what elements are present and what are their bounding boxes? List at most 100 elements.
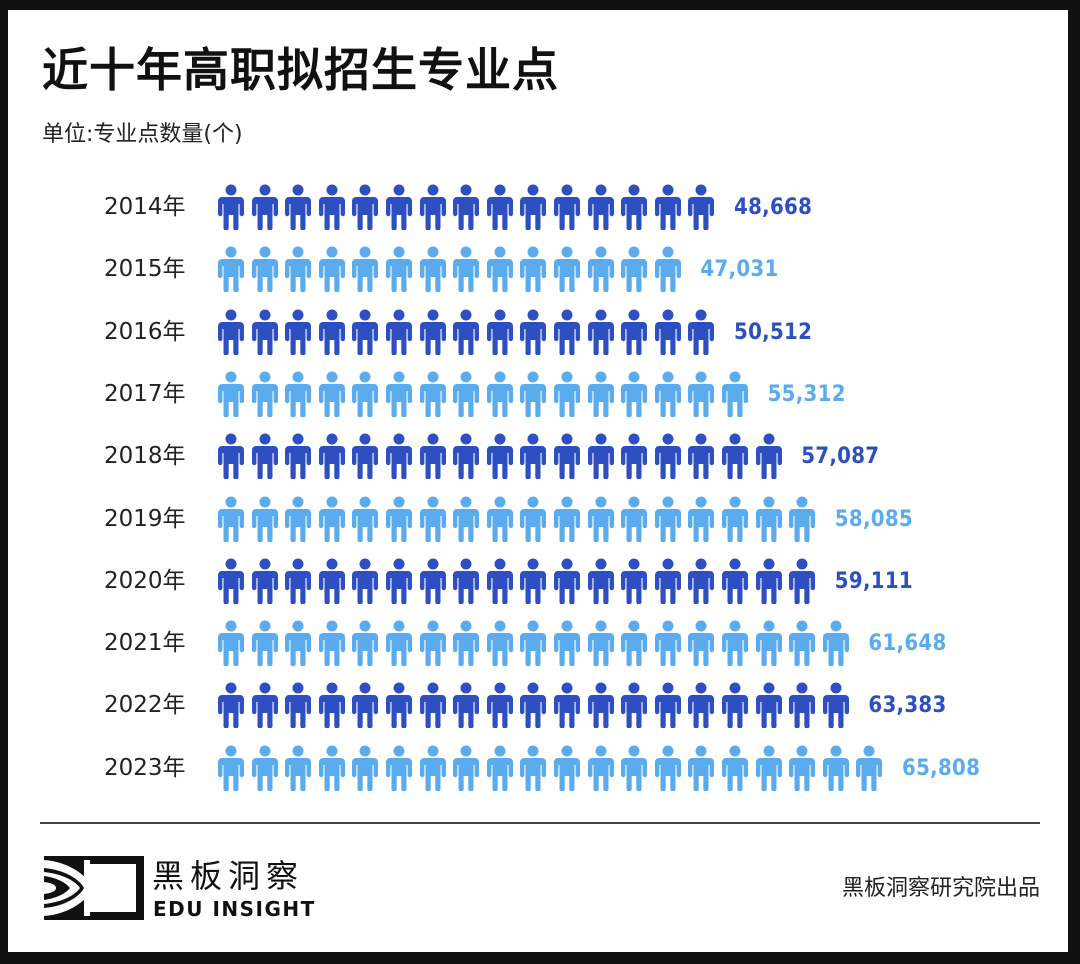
person-icon bbox=[385, 184, 412, 230]
person-icon bbox=[721, 433, 748, 480]
person-icon bbox=[755, 558, 782, 604]
person-icon bbox=[486, 682, 513, 729]
person-icon bbox=[419, 745, 446, 791]
year-label: 2022年 bbox=[104, 692, 186, 719]
person-icon bbox=[721, 620, 748, 667]
person-icon bbox=[218, 682, 244, 729]
year-label: 2016年 bbox=[104, 318, 186, 345]
person-icon bbox=[486, 433, 513, 480]
person-icon bbox=[318, 620, 345, 667]
person-icon bbox=[285, 246, 312, 293]
person-icon bbox=[419, 558, 446, 604]
person-icon bbox=[587, 620, 614, 667]
person-icon-group bbox=[218, 246, 688, 293]
person-icon-group bbox=[218, 184, 722, 230]
person-icon-group bbox=[218, 558, 823, 604]
person-icon bbox=[553, 558, 580, 604]
person-icon bbox=[520, 745, 547, 791]
person-icon bbox=[251, 558, 278, 604]
person-icon bbox=[251, 433, 278, 480]
person-icon bbox=[385, 309, 412, 355]
person-icon bbox=[318, 184, 345, 230]
chart-row: 2019年 58,085 bbox=[8, 496, 1068, 546]
person-icon bbox=[654, 371, 681, 417]
person-icon bbox=[285, 745, 312, 791]
person-icon bbox=[251, 745, 278, 791]
person-icon bbox=[587, 246, 614, 293]
person-icon bbox=[688, 745, 715, 791]
person-icon bbox=[218, 371, 244, 417]
person-icon bbox=[520, 496, 547, 542]
person-icon bbox=[419, 371, 446, 417]
person-icon bbox=[318, 496, 345, 542]
person-icon bbox=[822, 682, 849, 729]
chart-row: 2021年 61,648 bbox=[8, 620, 1068, 670]
person-icon bbox=[621, 184, 648, 230]
person-icon bbox=[553, 682, 580, 729]
person-icon bbox=[789, 558, 816, 604]
person-icon bbox=[285, 309, 312, 355]
person-icon bbox=[755, 620, 782, 667]
person-icon bbox=[251, 620, 278, 667]
unit-label: 单位:专业点数量(个) bbox=[42, 122, 243, 147]
person-icon bbox=[587, 433, 614, 480]
person-icon bbox=[789, 496, 816, 542]
person-icon-group bbox=[218, 620, 856, 667]
person-icon bbox=[453, 184, 480, 230]
person-icon bbox=[587, 558, 614, 604]
person-icon bbox=[553, 371, 580, 417]
person-icon bbox=[453, 433, 480, 480]
person-icon bbox=[419, 246, 446, 293]
person-icon bbox=[755, 433, 782, 480]
person-icon bbox=[553, 496, 580, 542]
value-label: 47,031 bbox=[700, 257, 779, 283]
year-label: 2020年 bbox=[104, 567, 186, 594]
credit-text: 黑板洞察研究院出品 bbox=[841, 876, 1040, 901]
person-icon bbox=[218, 246, 244, 293]
person-icon bbox=[688, 620, 715, 667]
person-icon bbox=[318, 682, 345, 729]
person-icon bbox=[352, 558, 379, 604]
person-icon bbox=[553, 309, 580, 355]
person-icon bbox=[285, 184, 312, 230]
person-icon bbox=[352, 745, 379, 791]
person-icon-group bbox=[218, 309, 722, 355]
person-icon bbox=[553, 745, 580, 791]
person-icon bbox=[654, 745, 681, 791]
chart-row: 2023年 65,808 bbox=[8, 745, 1068, 795]
person-icon bbox=[486, 309, 513, 355]
person-icon bbox=[486, 184, 513, 230]
person-icon bbox=[654, 620, 681, 667]
person-icon bbox=[755, 682, 782, 729]
person-icon bbox=[486, 371, 513, 417]
value-label: 63,383 bbox=[868, 693, 947, 719]
person-icon bbox=[822, 620, 849, 667]
person-icon bbox=[789, 620, 816, 667]
person-icon bbox=[721, 745, 748, 791]
person-icon bbox=[251, 309, 278, 355]
person-icon bbox=[285, 558, 312, 604]
person-icon bbox=[453, 246, 480, 293]
person-icon bbox=[621, 496, 648, 542]
person-icon bbox=[587, 496, 614, 542]
person-icon bbox=[621, 745, 648, 791]
chart-row: 2014年 48,668 bbox=[8, 184, 1068, 234]
person-icon bbox=[453, 745, 480, 791]
person-icon bbox=[486, 745, 513, 791]
chart-row: 2017年 55,312 bbox=[8, 371, 1068, 421]
person-icon bbox=[218, 745, 244, 791]
person-icon bbox=[688, 496, 715, 542]
person-icon bbox=[218, 558, 244, 604]
person-icon bbox=[520, 246, 547, 293]
person-icon bbox=[385, 371, 412, 417]
person-icon bbox=[385, 682, 412, 729]
person-icon bbox=[486, 558, 513, 604]
person-icon bbox=[654, 246, 681, 293]
value-label: 65,808 bbox=[902, 755, 981, 781]
chart-row: 2015年 47,031 bbox=[8, 246, 1068, 296]
person-icon bbox=[419, 682, 446, 729]
person-icon bbox=[218, 496, 244, 542]
person-icon bbox=[285, 682, 312, 729]
person-icon bbox=[318, 246, 345, 293]
year-label: 2019年 bbox=[104, 505, 186, 532]
